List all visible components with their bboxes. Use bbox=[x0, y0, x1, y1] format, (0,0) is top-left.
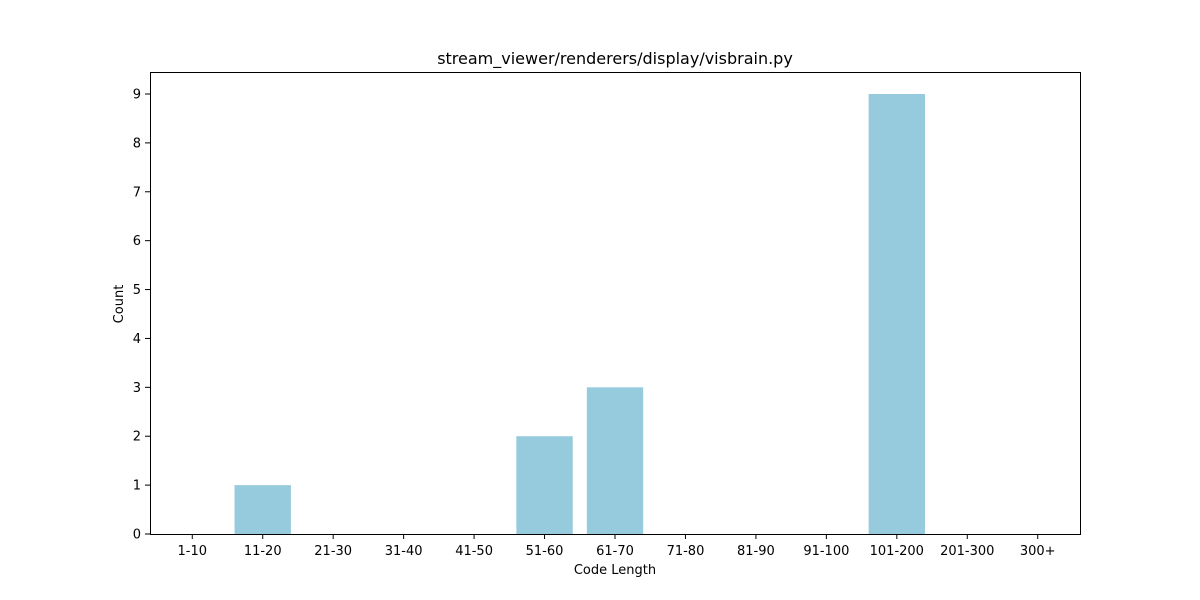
x-tick-label: 81-90 bbox=[737, 544, 775, 559]
bars-group bbox=[234, 94, 925, 534]
x-tick-label: 21-30 bbox=[314, 544, 352, 559]
bar-51-60 bbox=[516, 436, 573, 534]
x-tick-label: 51-60 bbox=[526, 544, 564, 559]
y-tick-label: 6 bbox=[133, 234, 141, 249]
x-tick-label: 101-200 bbox=[870, 544, 924, 559]
y-tick-label: 2 bbox=[133, 430, 141, 445]
x-tick-label: 11-20 bbox=[244, 544, 282, 559]
y-tick-label: 4 bbox=[133, 332, 141, 347]
y-tick-label: 3 bbox=[133, 381, 141, 396]
bar-61-70 bbox=[586, 387, 644, 534]
x-tick-label: 71-80 bbox=[667, 544, 705, 559]
y-axis-label: Count bbox=[112, 285, 127, 324]
y-tick-label: 7 bbox=[133, 185, 141, 200]
x-tick-label: 31-40 bbox=[385, 544, 423, 559]
y-tick-label: 9 bbox=[133, 88, 141, 103]
y-tick-label: 0 bbox=[133, 528, 141, 543]
x-axis-label: Code Length bbox=[574, 563, 656, 578]
x-tick-label: 1-10 bbox=[178, 544, 208, 559]
y-tick-label: 5 bbox=[133, 283, 141, 298]
x-tick-label: 41-50 bbox=[455, 544, 493, 559]
y-tick-label: 1 bbox=[133, 479, 141, 494]
y-tick-label: 8 bbox=[133, 136, 141, 151]
x-axis: 1-10 11-20 21-30 31-40 41-50 51-60 61-70 71-80 8… bbox=[178, 534, 1056, 559]
bar-101-200 bbox=[868, 94, 925, 534]
x-tick-label: 91-100 bbox=[803, 544, 849, 559]
x-tick-label: 61-70 bbox=[596, 544, 634, 559]
chart-title: stream_viewer/renderers/display/visbrain… bbox=[437, 49, 793, 69]
y-axis: 0 1 2 3 4 5 6 7 8 9 bbox=[133, 88, 150, 543]
bar-11-20 bbox=[234, 485, 291, 534]
plot-frame bbox=[150, 72, 1081, 535]
x-tick-label: 201-300 bbox=[940, 544, 994, 559]
x-tick-label: 300+ bbox=[1020, 544, 1056, 559]
